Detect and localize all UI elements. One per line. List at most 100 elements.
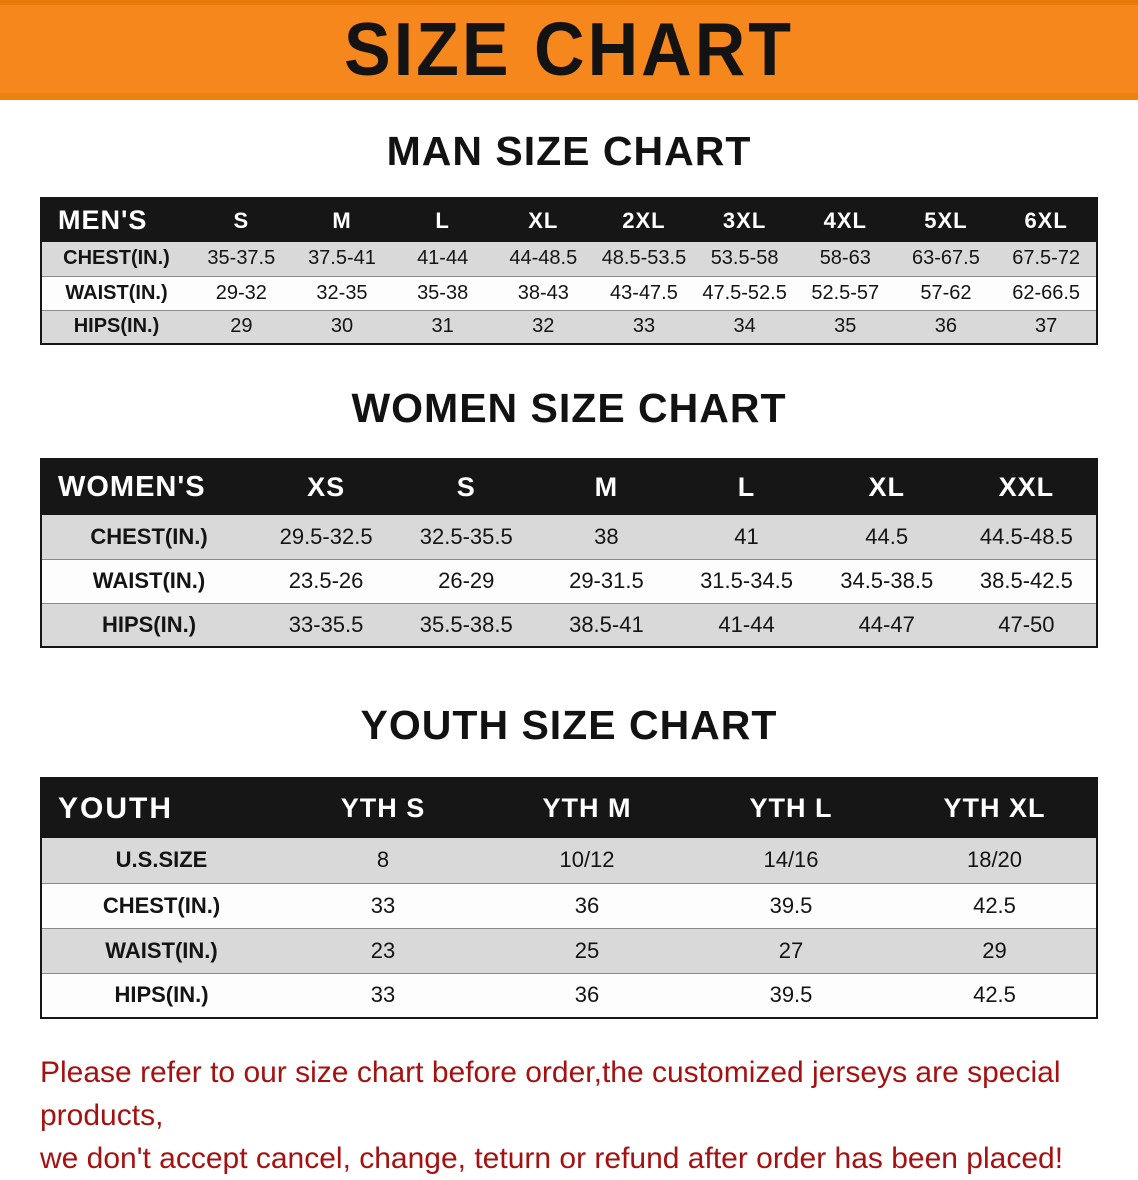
size-column-header: L (435, 207, 450, 233)
size-column-header: XS (307, 472, 346, 502)
size-column-header: YTH M (542, 793, 632, 823)
table-row: HIPS(IN.) 33-35.5 35.5-38.5 38.5-41 41-44 44-… (41, 603, 1097, 647)
size-value-cell: 29-32 (215, 281, 267, 304)
size-column-header: YTH S (340, 793, 426, 823)
size-value-cell: 57-62 (920, 281, 972, 304)
size-value-cell: 32 (532, 315, 555, 338)
size-value-cell: 44-48.5 (509, 247, 578, 270)
size-column-header: 5XL (924, 207, 968, 233)
size-value-cell: 35-37.5 (207, 247, 276, 270)
row-label: U.S.SIZE (115, 847, 208, 873)
row-label: CHEST(IN.) (63, 247, 170, 270)
size-value-cell: 23 (370, 937, 396, 963)
size-column-header: S (233, 207, 250, 233)
size-value-cell: 44-47 (858, 611, 915, 637)
table-header-row: WOMEN'S XS S M L XL XXL (41, 459, 1097, 515)
size-value-cell: 44.5 (865, 523, 909, 549)
size-value-cell: 63-67.5 (912, 247, 980, 270)
size-value-cell: 26-29 (438, 568, 495, 593)
size-value-cell: 32.5-35.5 (419, 523, 513, 549)
size-value-cell: 35-38 (417, 281, 469, 304)
size-value-cell: 18/20 (966, 847, 1023, 873)
row-label: WAIST(IN.) (105, 937, 218, 963)
size-value-cell: 48.5-53.5 (601, 247, 687, 270)
table-group-label: MEN'S (58, 205, 148, 235)
size-column-header: 2XL (622, 207, 666, 233)
size-value-cell: 39.5 (769, 982, 813, 1008)
size-table: WOMEN'S XS S M L XL XXL CHEST(IN.) 29.5-32.5 32.5… (40, 458, 1098, 648)
size-value-cell: 47.5-52.5 (702, 281, 787, 304)
size-value-cell: 33 (370, 982, 396, 1008)
size-column-header: M (594, 472, 619, 502)
banner-title: SIZE CHART (344, 6, 794, 92)
size-column-header: YTH L (749, 793, 833, 823)
size-value-cell: 34 (733, 315, 756, 338)
size-value-cell: 33 (632, 315, 656, 338)
size-value-cell: 14/16 (763, 847, 819, 873)
size-value-cell: 43-47.5 (610, 281, 678, 304)
table-header-row: YOUTH YTH S YTH M YTH L YTH XL (41, 778, 1097, 838)
size-value-cell: 42.5 (973, 892, 1016, 918)
disclaimer-line-1: Please refer to our size chart before or… (40, 1056, 1061, 1132)
size-value-cell: 29 (230, 315, 253, 338)
size-value-cell: 38.5-41 (569, 611, 644, 637)
size-value-cell: 36 (934, 315, 958, 338)
size-value-cell: 31.5-34.5 (700, 568, 794, 593)
size-value-cell: 42.5 (973, 982, 1016, 1008)
size-table: YOUTH YTH S YTH M YTH L YTH XL U.S.SIZE 8 10/12… (40, 777, 1098, 1019)
table-row: WAIST(IN.) 23.5-26 26-29 29-31.5 31.5-34.5 34… (41, 559, 1097, 603)
size-value-cell: 27 (778, 937, 804, 963)
size-value-cell: 29-31.5 (569, 568, 644, 593)
size-value-cell: 29 (982, 937, 1007, 963)
row-label: CHEST(IN.) (102, 892, 221, 918)
size-value-cell: 8 (376, 847, 390, 873)
size-column-header: XL (528, 207, 559, 233)
women-size-table: WOMEN'S XS S M L XL XXL CHEST(IN.) 29.5-32.5 32.5… (40, 458, 1098, 648)
size-value-cell: 33 (370, 892, 396, 918)
table-row: WAIST(IN.) 29-32 32-35 35-38 38-43 43-47.5 47.… (41, 276, 1097, 310)
table-row: CHEST(IN.) 35-37.5 37.5-41 41-44 44-48.5 48.5… (41, 242, 1097, 276)
size-value-cell: 36 (574, 892, 600, 918)
row-label: HIPS(IN.) (73, 315, 160, 338)
size-chart-banner: SIZE CHART (0, 0, 1138, 100)
size-column-header: M (332, 207, 352, 233)
size-column-header: 4XL (823, 207, 867, 233)
size-column-header: 6XL (1024, 207, 1068, 233)
row-label: WAIST(IN.) (65, 281, 168, 304)
size-value-cell: 67.5-72 (1012, 247, 1081, 270)
youth-size-table: YOUTH YTH S YTH M YTH L YTH XL U.S.SIZE 8 10/12… (40, 777, 1098, 1019)
size-value-cell: 41-44 (417, 247, 469, 270)
disclaimer-line-2: we don't accept cancel, change, teturn o… (40, 1142, 1064, 1175)
row-label: HIPS(IN.) (101, 611, 197, 637)
size-value-cell: 41-44 (718, 611, 775, 637)
size-value-cell: 29.5-32.5 (279, 523, 373, 549)
size-value-cell: 31 (431, 315, 454, 338)
row-label: WAIST(IN.) (92, 568, 206, 593)
disclaimer-text: Please refer to our size chart before or… (40, 1051, 1138, 1180)
size-value-cell: 10/12 (559, 847, 615, 873)
size-value-cell: 33-35.5 (288, 611, 364, 637)
size-value-cell: 47-50 (998, 611, 1055, 637)
size-value-cell: 35.5-38.5 (419, 611, 513, 637)
table-row: U.S.SIZE 8 10/12 14/16 18/20 (41, 838, 1097, 883)
size-value-cell: 39.5 (769, 892, 813, 918)
size-value-cell: 37.5-41 (308, 247, 376, 270)
size-value-cell: 58-63 (819, 247, 871, 270)
size-value-cell: 30 (330, 315, 354, 338)
size-column-header: L (737, 472, 756, 502)
men-section-heading: MAN SIZE CHART (386, 128, 752, 174)
size-value-cell: 44.5-48.5 (979, 523, 1073, 549)
size-value-cell: 36 (574, 982, 600, 1008)
size-column-header: XL (868, 472, 905, 502)
size-value-cell: 34.5-38.5 (840, 568, 934, 593)
size-value-cell: 52.5-57 (811, 281, 880, 304)
size-value-cell: 25 (574, 937, 600, 963)
size-column-header: XXL (998, 472, 1055, 502)
size-value-cell: 37 (1035, 315, 1058, 338)
size-value-cell: 38 (594, 523, 619, 549)
women-section-heading: WOMEN SIZE CHART (351, 385, 787, 431)
size-value-cell: 32-35 (316, 281, 368, 304)
table-header-row: MEN'S S M L XL 2XL 3XL 4XL 5XL 6XL (41, 198, 1097, 242)
row-label: CHEST(IN.) (90, 523, 208, 549)
table-row: WAIST(IN.) 23 25 27 29 (41, 928, 1097, 973)
